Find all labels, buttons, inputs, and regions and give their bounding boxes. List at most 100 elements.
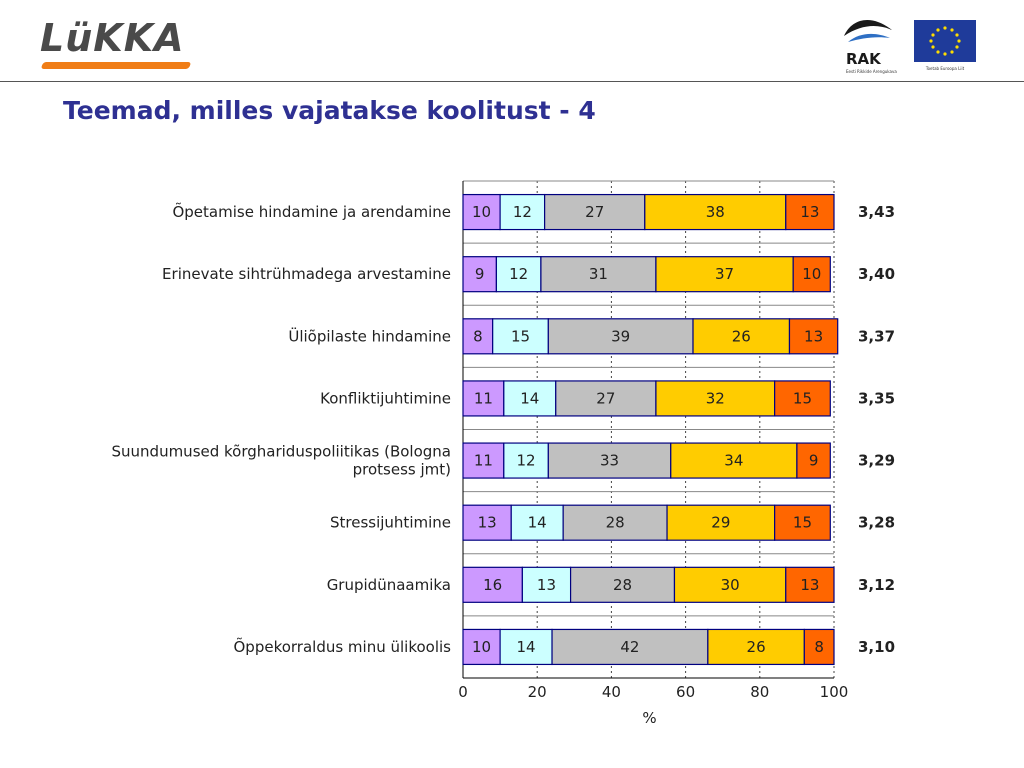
data-label-4-4: 9 <box>809 452 819 470</box>
bar-segment-7-2 <box>551 628 709 666</box>
data-label-2-1: 15 <box>511 327 530 345</box>
header: LüKKA RAK Eesti Rikkide Arengukava Toeta… <box>0 0 1024 82</box>
data-label-2-4: 13 <box>804 327 823 345</box>
data-label-1-3: 37 <box>715 265 734 283</box>
x-tick-label-2: 40 <box>602 683 621 701</box>
data-label-7-1: 14 <box>517 638 536 656</box>
data-label-7-0: 10 <box>472 638 491 656</box>
bar-segment-3-3 <box>655 380 776 417</box>
bar-segment-5-4 <box>774 504 831 541</box>
category-label-4-1: protsess jmt) <box>353 461 451 479</box>
rak-bird-icon <box>844 19 892 42</box>
score-label-2: 3,37 <box>858 327 895 345</box>
bar-segment-0-2 <box>544 193 646 231</box>
data-label-2-0: 8 <box>473 327 483 345</box>
data-label-0-2: 27 <box>585 203 604 221</box>
data-label-4-1: 12 <box>517 452 536 470</box>
bar-segment-6-4 <box>785 566 835 603</box>
bar-segment-7-4 <box>803 628 835 666</box>
data-label-3-1: 14 <box>520 389 539 407</box>
x-tick-label-1: 20 <box>528 683 547 701</box>
bar-segment-0-1 <box>499 193 546 231</box>
data-label-0-0: 10 <box>472 203 491 221</box>
score-label-0: 3,43 <box>858 203 895 221</box>
data-label-0-3: 38 <box>706 203 725 221</box>
score-label-3: 3,35 <box>858 389 895 407</box>
bar-segment-5-2 <box>562 504 668 541</box>
bar-segment-3-1 <box>503 380 557 417</box>
bar-segment-0-0 <box>462 193 501 231</box>
eu-logo-subtext: Toetab Euroopa Liit <box>925 66 965 71</box>
data-label-6-3: 30 <box>721 576 740 594</box>
bar-segment-7-0 <box>462 628 501 666</box>
data-label-4-2: 33 <box>600 452 619 470</box>
page-title: Teemad, milles vajatakse koolitust - 4 <box>63 96 596 125</box>
eu-flag-icon <box>914 20 976 62</box>
data-label-0-1: 12 <box>513 203 532 221</box>
category-label-2: Üliõpilaste hindamine <box>288 326 451 345</box>
bar-segment-5-3 <box>666 504 776 541</box>
rak-logo-text: RAK <box>846 50 881 68</box>
data-label-5-1: 14 <box>528 514 547 532</box>
data-label-2-2: 39 <box>611 327 630 345</box>
bar-segment-2-4 <box>788 318 839 355</box>
bar-segment-3-2 <box>555 380 657 417</box>
data-label-7-2: 42 <box>620 638 639 656</box>
score-label-5: 3,28 <box>858 514 895 532</box>
data-label-3-2: 27 <box>596 389 615 407</box>
lukka-logo: LüKKA <box>40 14 192 70</box>
data-label-2-3: 26 <box>732 327 751 345</box>
bar-segment-6-0 <box>462 566 523 603</box>
header-divider <box>0 81 1024 82</box>
data-label-4-3: 34 <box>724 452 743 470</box>
bar-segment-2-3 <box>692 318 791 355</box>
rak-logo-subtext: Eesti Rikkide Arengukava <box>846 69 897 74</box>
data-label-1-1: 12 <box>509 265 528 283</box>
category-label-0: Õpetamise hindamine ja arendamine <box>172 202 451 221</box>
data-label-4-0: 11 <box>474 452 493 470</box>
rak-logo: RAK Eesti Rikkide Arengukava <box>838 14 898 76</box>
data-label-1-0: 9 <box>475 265 485 283</box>
category-label-5: Stressijuhtimine <box>330 514 451 532</box>
data-label-1-4: 10 <box>802 265 821 283</box>
bar-segment-6-1 <box>521 566 572 603</box>
x-tick-label-4: 80 <box>750 683 769 701</box>
score-label-6: 3,12 <box>858 576 895 594</box>
data-label-7-4: 8 <box>814 638 824 656</box>
data-label-6-2: 28 <box>613 576 632 594</box>
data-label-3-0: 11 <box>474 389 493 407</box>
data-label-6-0: 16 <box>483 576 502 594</box>
x-tick-label-3: 60 <box>676 683 695 701</box>
bar-segment-4-3 <box>670 442 798 479</box>
bar-segment-6-3 <box>673 566 787 603</box>
bar-segment-5-0 <box>462 504 512 541</box>
x-tick-label-0: 0 <box>458 683 468 701</box>
data-label-5-0: 13 <box>478 514 497 532</box>
bar-segment-1-4 <box>792 256 831 293</box>
bar-segment-3-4 <box>774 380 831 417</box>
bar-segment-4-1 <box>503 442 549 479</box>
category-label-6: Grupidünaamika <box>327 576 451 594</box>
category-label-3: Konfliktijuhtimine <box>320 389 451 407</box>
category-label-4-0: Suundumused kõrghariduspoliitikas (Bolog… <box>112 443 452 461</box>
category-label-7: Õppekorraldus minu ülikoolis <box>233 637 451 656</box>
bar-segment-1-1 <box>495 256 542 293</box>
data-label-7-3: 26 <box>747 638 766 656</box>
data-label-5-3: 29 <box>711 514 730 532</box>
bar-segment-7-3 <box>707 628 805 666</box>
data-label-6-1: 13 <box>537 576 556 594</box>
data-label-0-4: 13 <box>800 203 819 221</box>
x-tick-label-5: 100 <box>820 683 849 701</box>
bar-segment-1-2 <box>540 256 657 293</box>
bar-segment-0-4 <box>785 193 835 231</box>
bar-segment-2-2 <box>547 318 694 355</box>
bar-segment-4-4 <box>796 442 831 479</box>
score-label-4: 3,29 <box>858 452 895 470</box>
data-label-5-4: 15 <box>793 514 812 532</box>
eu-logo: Toetab Euroopa Liit <box>914 20 976 78</box>
data-label-1-2: 31 <box>589 265 608 283</box>
bar-segment-1-3 <box>655 256 794 293</box>
data-label-3-4: 15 <box>793 389 812 407</box>
score-label-1: 3,40 <box>858 265 895 283</box>
